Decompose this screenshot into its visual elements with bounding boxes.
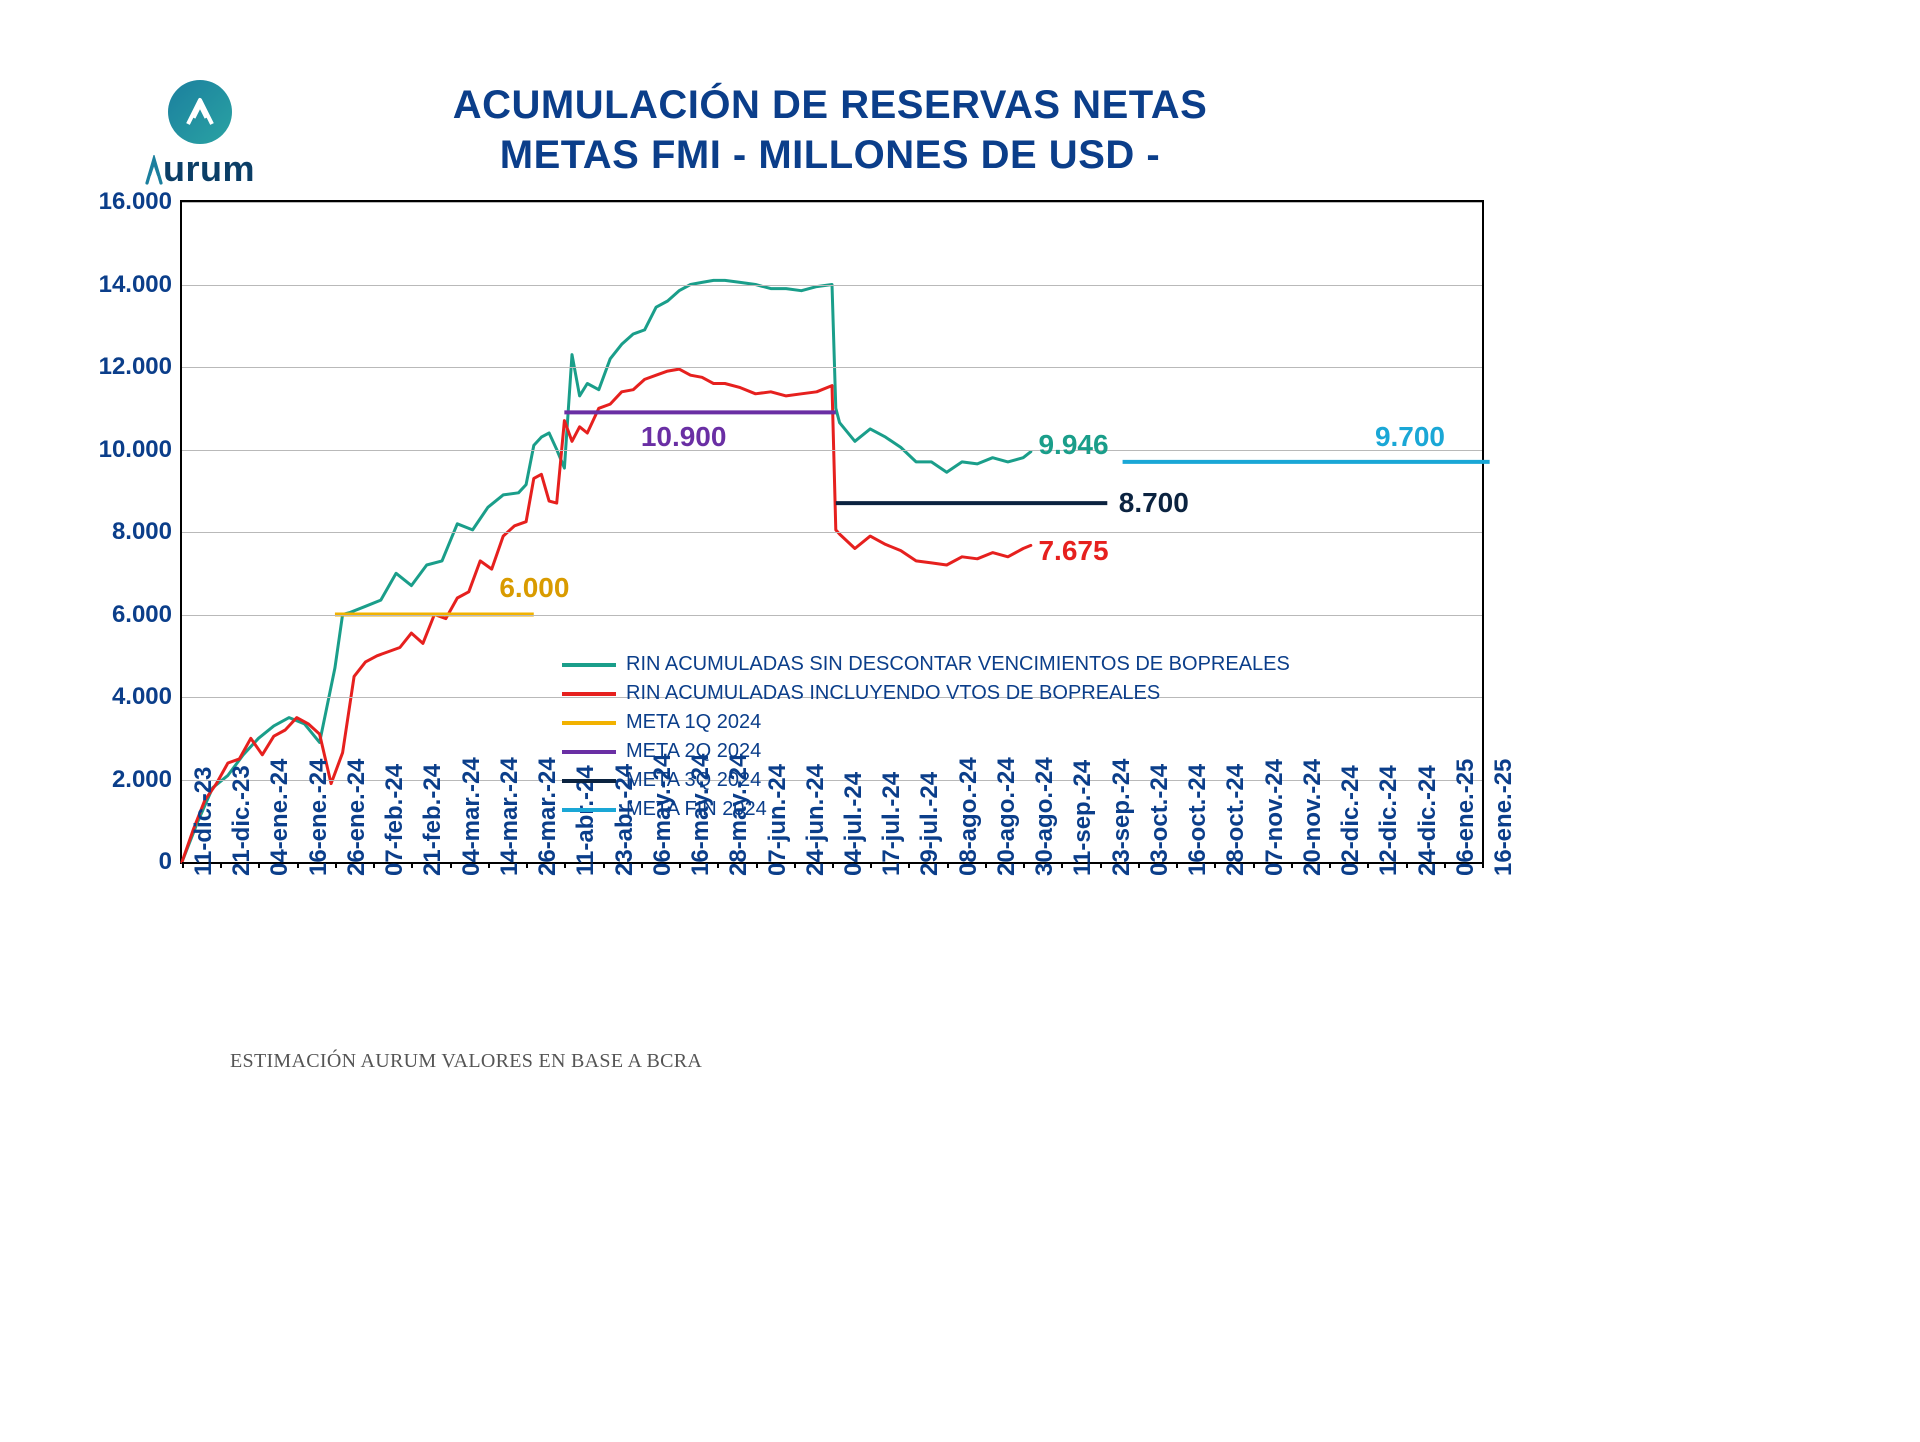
x-tick <box>908 862 910 868</box>
x-tick <box>182 862 184 868</box>
x-tick-label: 16-ene.-25 <box>1490 759 1494 876</box>
x-tick <box>373 862 375 868</box>
y-tick-label: 0 <box>159 848 172 876</box>
series-end-label: 7.675 <box>1038 535 1108 567</box>
y-tick-label: 12.000 <box>99 353 172 381</box>
legend-item: META 2Q 2024 <box>562 740 1290 763</box>
legend-label: META 2Q 2024 <box>626 740 761 763</box>
legend-swatch <box>562 779 616 783</box>
chart-container: urum ACUMULACIÓN DE RESERVAS NETAS METAS… <box>100 60 1560 1140</box>
y-tick-label: 10.000 <box>99 436 172 464</box>
meta-2q-label: 10.900 <box>641 421 727 453</box>
x-tick-label: 16-ene.-24 <box>305 759 309 876</box>
x-tick <box>450 862 452 868</box>
y-grid-line <box>182 615 1482 616</box>
x-tick-label: 14-mar.-24 <box>496 757 500 876</box>
plot-area: 02.0004.0006.0008.00010.00012.00014.0001… <box>180 200 1484 864</box>
x-tick <box>641 862 643 868</box>
x-tick <box>947 862 949 868</box>
x-tick <box>1176 862 1178 868</box>
x-tick <box>1023 862 1025 868</box>
y-tick-label: 4.000 <box>112 683 172 711</box>
x-tick <box>1291 862 1293 868</box>
y-grid-line <box>182 532 1482 533</box>
y-grid-line <box>182 202 1482 203</box>
x-tick-label: 04-mar.-24 <box>458 757 462 876</box>
y-grid-line <box>182 367 1482 368</box>
x-tick <box>1329 862 1331 868</box>
x-tick <box>985 862 987 868</box>
chart-title: ACUMULACIÓN DE RESERVAS NETAS METAS FMI … <box>100 80 1560 180</box>
x-tick <box>488 862 490 868</box>
x-tick <box>1406 862 1408 868</box>
x-tick <box>1061 862 1063 868</box>
chart-title-line1: ACUMULACIÓN DE RESERVAS NETAS <box>100 80 1560 130</box>
series-end-label: 9.946 <box>1038 429 1108 461</box>
legend-item: RIN ACUMULADAS INCLUYENDO VTOS DE BOPREA… <box>562 682 1290 705</box>
y-tick-label: 8.000 <box>112 518 172 546</box>
x-tick-label: 26-mar.-24 <box>534 757 538 876</box>
legend-item: META 1Q 2024 <box>562 711 1290 734</box>
x-tick <box>526 862 528 868</box>
x-tick <box>297 862 299 868</box>
x-tick <box>1482 862 1484 868</box>
x-tick-label: 07-feb.-24 <box>381 764 385 876</box>
legend-item: META 3Q 2024 <box>562 769 1290 792</box>
x-tick <box>756 862 758 868</box>
x-tick <box>679 862 681 868</box>
x-tick <box>1214 862 1216 868</box>
legend-label: RIN ACUMULADAS SIN DESCONTAR VENCIMIENTO… <box>626 653 1290 676</box>
legend-label: META FIN 2024 <box>626 798 767 821</box>
x-tick-label: 02-dic.-24 <box>1337 765 1341 876</box>
legend-label: META 3Q 2024 <box>626 769 761 792</box>
x-tick <box>258 862 260 868</box>
y-tick-label: 14.000 <box>99 271 172 299</box>
x-tick <box>411 862 413 868</box>
x-tick <box>335 862 337 868</box>
x-tick <box>1138 862 1140 868</box>
meta-fin-label: 9.700 <box>1375 421 1445 453</box>
x-tick <box>1100 862 1102 868</box>
x-tick <box>832 862 834 868</box>
legend-label: RIN ACUMULADAS INCLUYENDO VTOS DE BOPREA… <box>626 682 1160 705</box>
x-tick <box>794 862 796 868</box>
legend-item: RIN ACUMULADAS SIN DESCONTAR VENCIMIENTO… <box>562 653 1290 676</box>
x-tick-label: 21-feb.-24 <box>419 764 423 876</box>
x-tick-label: 20-nov.-24 <box>1299 759 1303 876</box>
legend-swatch <box>562 663 616 667</box>
x-tick-label: 26-ene.-24 <box>343 759 347 876</box>
y-tick-label: 2.000 <box>112 766 172 794</box>
legend-swatch <box>562 721 616 725</box>
y-tick-label: 16.000 <box>99 188 172 216</box>
legend-item: META FIN 2024 <box>562 798 1290 821</box>
chart-footnote: ESTIMACIÓN AURUM VALORES EN BASE A BCRA <box>230 1050 702 1073</box>
x-tick <box>1444 862 1446 868</box>
chart-title-line2: METAS FMI - MILLONES DE USD - <box>100 130 1560 180</box>
legend-label: META 1Q 2024 <box>626 711 761 734</box>
x-tick <box>564 862 566 868</box>
meta-1q-label: 6.000 <box>499 572 569 604</box>
x-tick <box>220 862 222 868</box>
x-tick-label: 06-ene.-25 <box>1452 759 1456 876</box>
x-tick-label: 04-ene.-24 <box>266 759 270 876</box>
x-tick-label: 21-dic.-23 <box>228 765 232 876</box>
x-tick <box>870 862 872 868</box>
meta-3q-label: 8.700 <box>1119 487 1189 519</box>
x-tick <box>603 862 605 868</box>
y-grid-line <box>182 450 1482 451</box>
legend-swatch <box>562 808 616 812</box>
y-tick-label: 6.000 <box>112 601 172 629</box>
x-tick-label: 24-dic.-24 <box>1414 765 1418 876</box>
x-tick <box>1253 862 1255 868</box>
legend: RIN ACUMULADAS SIN DESCONTAR VENCIMIENTO… <box>562 647 1290 827</box>
legend-swatch <box>562 750 616 754</box>
legend-swatch <box>562 692 616 696</box>
x-tick-label: 11-dic.-23 <box>190 767 194 876</box>
x-tick <box>1367 862 1369 868</box>
x-tick-label: 12-dic.-24 <box>1375 765 1379 876</box>
y-grid-line <box>182 285 1482 286</box>
x-tick <box>717 862 719 868</box>
